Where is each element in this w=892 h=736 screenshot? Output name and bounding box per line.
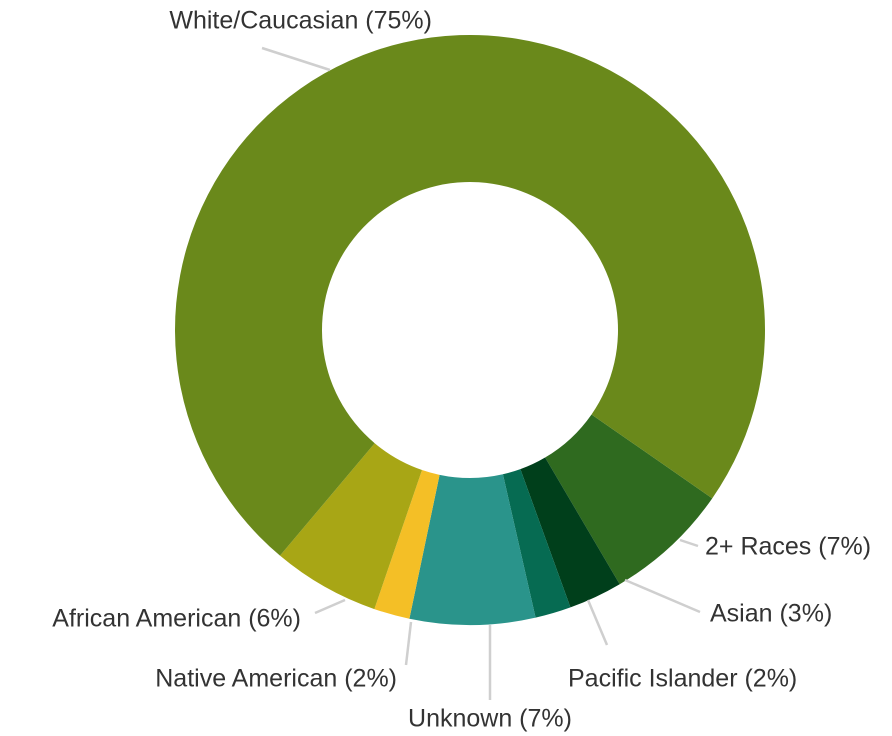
slice-label: Unknown (7%): [408, 705, 572, 733]
slice-label: 2+ Races (7%): [705, 533, 871, 561]
leader-line: [404, 621, 413, 666]
leader-line: [314, 598, 346, 615]
donut-slice: [409, 474, 536, 625]
donut-slice: [374, 470, 440, 619]
donut-slice: [502, 469, 571, 618]
slice-label: Asian (3%): [710, 600, 832, 628]
leader-line: [679, 538, 699, 548]
slice-label: Native American (2%): [155, 665, 397, 693]
donut-slice: [280, 443, 423, 610]
donut-slice: [545, 414, 713, 585]
slice-label: African American (6%): [52, 605, 301, 633]
leader-line: [261, 46, 331, 72]
slice-label: Pacific Islander (2%): [568, 665, 797, 693]
donut-slice: [520, 457, 620, 608]
leader-line: [624, 578, 701, 614]
slice-label: White/Caucasian (75%): [169, 7, 432, 35]
leader-line: [586, 599, 609, 646]
donut-slice: [175, 35, 766, 556]
